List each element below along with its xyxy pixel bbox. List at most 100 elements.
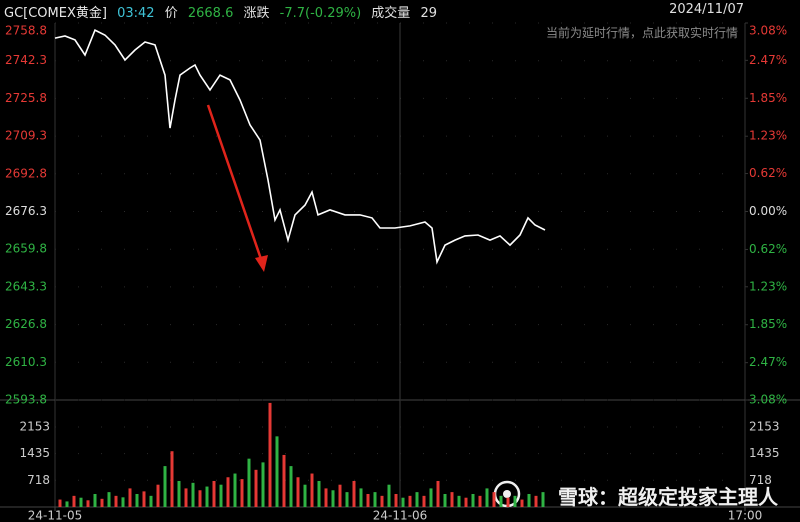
volume-bar <box>534 495 538 507</box>
y-tick-label: 2626.8 <box>5 317 47 331</box>
volume-bar <box>541 492 545 507</box>
volume-bar <box>289 466 293 507</box>
watermark: 雪球：超级定投家主理人 <box>558 485 778 509</box>
y-tick-label: 2676.3 <box>5 204 47 218</box>
y2-tick-label: 0.62% <box>749 166 787 180</box>
volume-bar <box>65 501 69 507</box>
y2-tick-label: 0.00% <box>749 204 787 218</box>
volume-bar <box>93 493 97 507</box>
y-tick-label: 2725.8 <box>5 91 47 105</box>
volume-bar <box>79 497 83 507</box>
volume-bar <box>422 495 426 507</box>
volume: 29 <box>420 6 437 21</box>
volume-bar <box>107 492 111 507</box>
volume-bar <box>338 484 342 507</box>
volume-bar <box>415 492 419 507</box>
volume-bar <box>163 466 167 507</box>
volume-bar <box>443 493 447 507</box>
volume-bar <box>254 469 258 507</box>
volume-bar <box>499 495 503 507</box>
volume-bar <box>121 497 125 507</box>
volume-bar <box>268 402 272 507</box>
volume-tick-label-right: 718 <box>749 473 772 487</box>
volume-bar <box>324 488 328 507</box>
volume-bar <box>359 488 363 507</box>
y-tick-label: 2692.8 <box>5 166 47 180</box>
y-tick-label: 2659.8 <box>5 242 47 256</box>
volume-tick-label-right: 2153 <box>749 419 780 433</box>
volume-bar <box>352 480 356 507</box>
y-tick-label: 2758.8 <box>5 24 47 38</box>
volume-bar <box>429 488 433 507</box>
y2-tick-label: 1.85% <box>749 91 787 105</box>
volume-bar <box>233 473 237 507</box>
y2-tick-label: 1.85% <box>749 317 787 331</box>
x-tick-label: 24-11-05 <box>28 509 82 522</box>
y2-tick-label: 0.62% <box>749 242 787 256</box>
volume-bar <box>261 462 265 507</box>
volume-bar <box>114 495 118 507</box>
volume-bar <box>282 454 286 507</box>
volume-bar <box>513 495 517 507</box>
volume-bar <box>86 500 90 507</box>
volume-bar <box>212 480 216 507</box>
y2-tick-label: 1.23% <box>749 279 787 293</box>
volume-bar <box>310 473 314 507</box>
header: GC[COMEX黄金] 03:42 价 2668.6 涨跌 -7.7(-0.29… <box>4 2 443 22</box>
volume-bar <box>387 484 391 507</box>
volume-bar <box>184 488 188 507</box>
time: 03:42 <box>117 6 155 21</box>
volume-bar <box>380 495 384 507</box>
trend-arrow <box>206 104 268 272</box>
realtime-notice[interactable]: 当前为延时行情，点此获取实时行情 <box>545 26 738 40</box>
volume-bar <box>170 451 174 507</box>
change: -7.7(-0.29%) <box>279 6 362 21</box>
volume-bar <box>317 480 321 507</box>
volume-bar <box>149 495 153 507</box>
y-tick-label: 2742.3 <box>5 53 47 67</box>
volume-bar <box>345 492 349 507</box>
volume-bar <box>198 490 202 507</box>
volume-bar <box>506 497 510 507</box>
date: 2024/11/07 <box>669 2 744 17</box>
volume-bar <box>191 482 195 507</box>
volume-bar <box>457 495 461 507</box>
volume-bar <box>520 499 524 507</box>
volume-bar <box>72 495 76 507</box>
price-line <box>54 28 546 265</box>
volume-bar <box>464 497 468 507</box>
volume-bar <box>373 492 377 507</box>
y-tick-label: 2643.3 <box>5 279 47 293</box>
volume-tick-label: 1435 <box>19 446 50 460</box>
volume-bar <box>478 495 482 507</box>
volume-bar <box>135 493 139 507</box>
volume-bar <box>240 479 244 507</box>
volume-bar <box>219 484 223 507</box>
volume-tick-label: 2153 <box>19 419 50 433</box>
price: 2668.6 <box>187 6 234 21</box>
volume-bar <box>58 499 62 507</box>
volume-bar <box>450 492 454 507</box>
volume-label: 成交量 <box>371 6 411 21</box>
volume-bar <box>226 477 230 507</box>
volume-bar <box>401 497 405 507</box>
volume-bar <box>331 490 335 507</box>
y-tick-label: 2709.3 <box>5 129 47 143</box>
x-tick-label: 17:00 <box>728 509 763 522</box>
y-tick-label: 2593.8 <box>5 393 47 407</box>
volume-bar <box>527 493 531 507</box>
volume-bar <box>247 458 251 507</box>
volume-bar <box>128 488 132 507</box>
volume-bar <box>394 493 398 507</box>
volume-tick-label-right: 1435 <box>749 446 780 460</box>
volume-bar <box>366 493 370 507</box>
y2-tick-label: 2.47% <box>749 53 787 67</box>
volume-bar <box>205 486 209 507</box>
y2-tick-label: 3.08% <box>749 393 787 407</box>
y2-tick-label: 3.08% <box>749 24 787 38</box>
volume-bar <box>142 491 146 507</box>
volume-bar <box>100 498 104 507</box>
volume-bar <box>303 484 307 507</box>
